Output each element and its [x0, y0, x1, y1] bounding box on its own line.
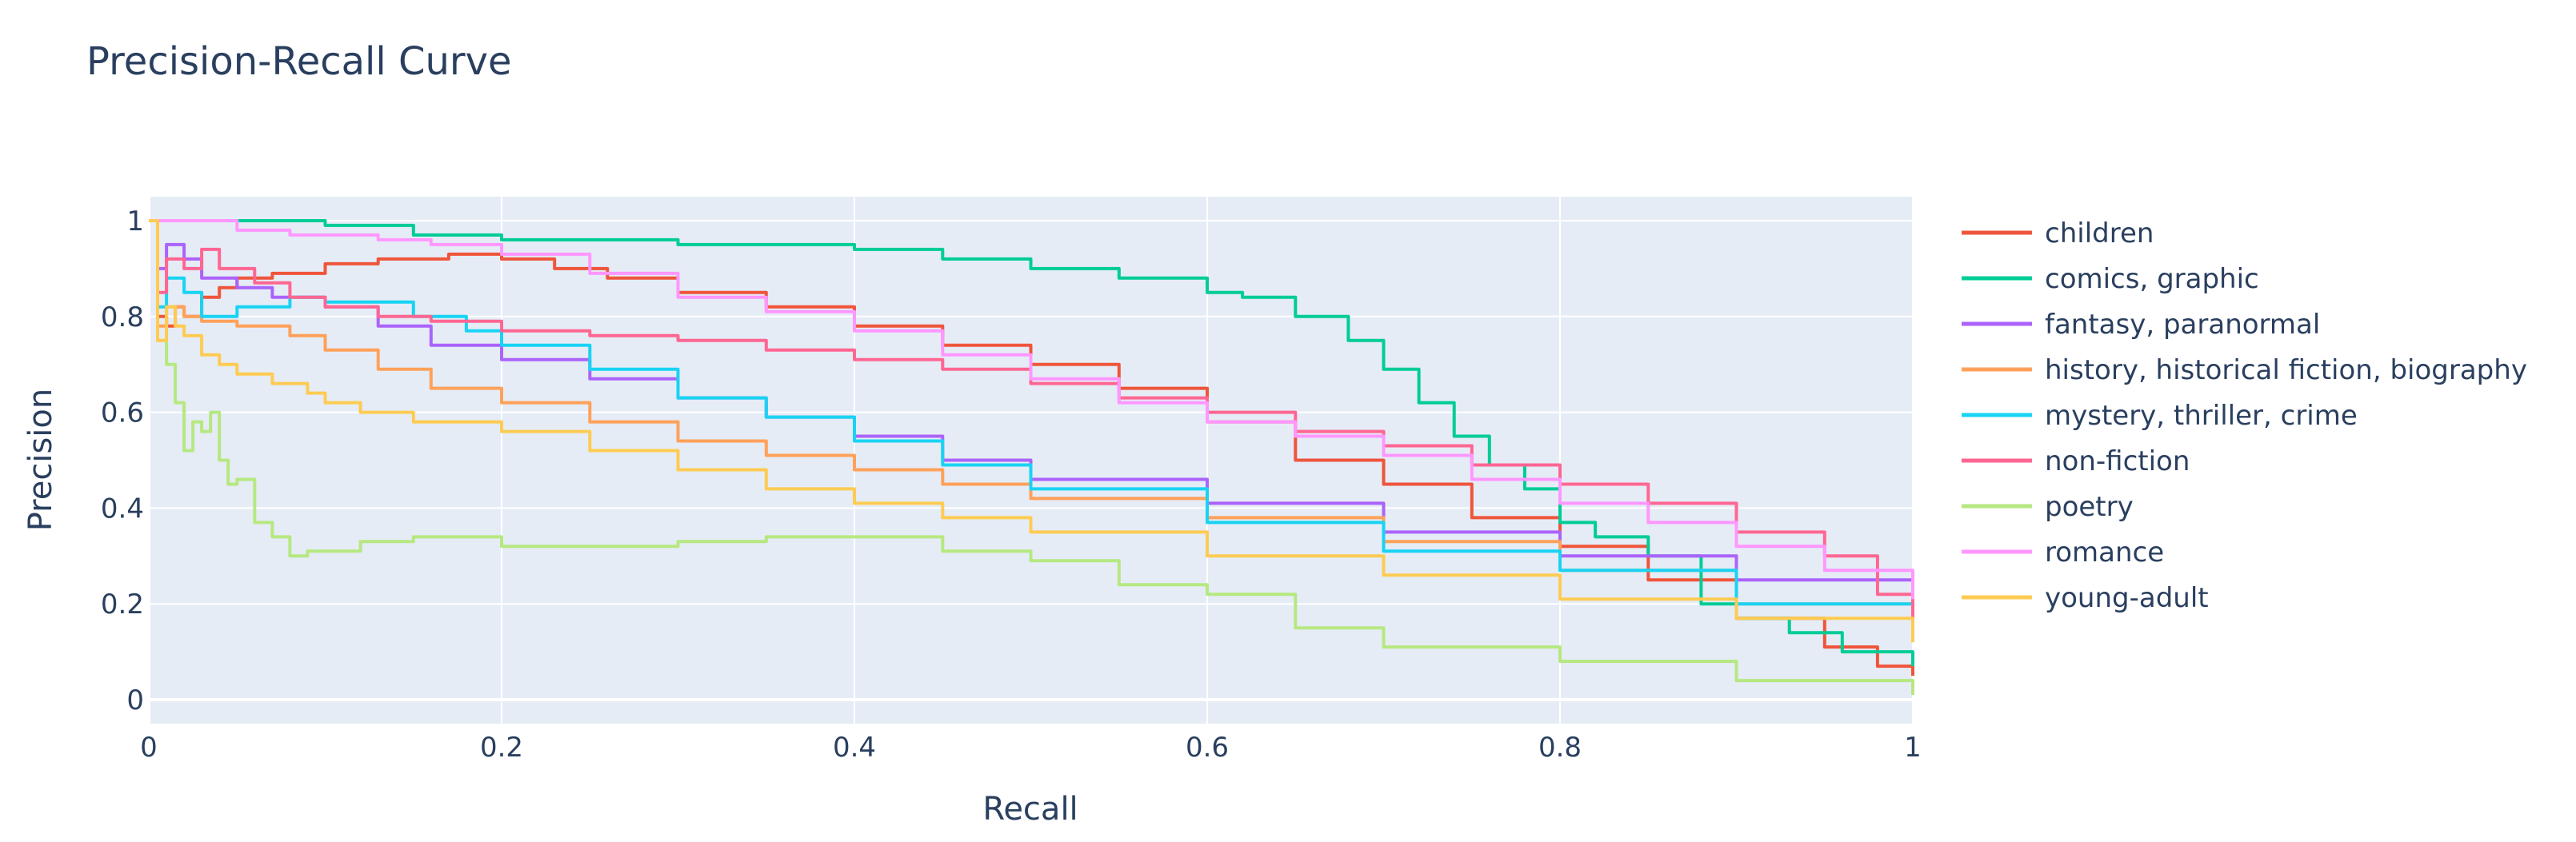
legend-label: fantasy, paranormal: [2045, 309, 2320, 341]
legend-label: history, historical fiction, biography: [2045, 354, 2527, 386]
legend-label: mystery, thriller, crime: [2045, 400, 2358, 432]
legend-label: children: [2045, 217, 2154, 249]
y-tick-label: 0.6: [101, 397, 144, 429]
chart-title: Precision-Recall Curve: [86, 39, 512, 84]
series-layer: [149, 219, 1914, 696]
x-tick-label: 0.6: [1186, 732, 1229, 764]
legend: children comics, graphic fantasy, paranorm…: [1962, 217, 2527, 614]
x-tick-label: 0.2: [480, 732, 523, 764]
y-tick-label: 0.8: [101, 301, 144, 333]
x-tick-label: 0.8: [1538, 732, 1582, 764]
y-axis-ticks: 0 0.2 0.4 0.6 0.8 1: [101, 206, 144, 716]
series-line-5: [149, 219, 1914, 638]
y-tick-label: 0.4: [101, 493, 144, 525]
y-tick-label: 0.2: [101, 589, 144, 621]
series-line-1: [149, 219, 1914, 667]
legend-label: comics, graphic: [2045, 263, 2259, 295]
series-line-7: [149, 219, 1914, 600]
x-tick-label: 0.4: [833, 732, 876, 764]
x-tick-label: 1: [1904, 732, 1922, 764]
legend-label: romance: [2045, 537, 2164, 569]
y-axis-label: Precision: [22, 389, 59, 531]
legend-label: poetry: [2045, 491, 2134, 523]
series-line-8: [149, 219, 1914, 643]
legend-item-8[interactable]: young-adult: [1962, 582, 2209, 614]
legend-item-4[interactable]: mystery, thriller, crime: [1962, 400, 2358, 432]
y-tick-label: 1: [126, 206, 144, 237]
legend-label: young-adult: [2045, 582, 2209, 614]
legend-item-5[interactable]: non-fiction: [1962, 445, 2190, 477]
legend-item-3[interactable]: history, historical fiction, biography: [1962, 354, 2527, 386]
y-tick-label: 0: [126, 684, 144, 716]
x-axis-label: Recall: [982, 791, 1078, 828]
series-line-6: [149, 219, 1914, 696]
series-line-4: [149, 219, 1914, 638]
legend-item-2[interactable]: fantasy, paranormal: [1962, 309, 2320, 341]
legend-item-0[interactable]: children: [1962, 217, 2154, 249]
legend-item-1[interactable]: comics, graphic: [1962, 263, 2259, 295]
legend-label: non-fiction: [2045, 445, 2190, 477]
x-axis-ticks: 0 0.2 0.4 0.6 0.8 1: [140, 732, 1922, 764]
x-tick-label: 0: [140, 732, 158, 764]
legend-item-7[interactable]: romance: [1962, 537, 2164, 569]
legend-item-6[interactable]: poetry: [1962, 491, 2134, 523]
